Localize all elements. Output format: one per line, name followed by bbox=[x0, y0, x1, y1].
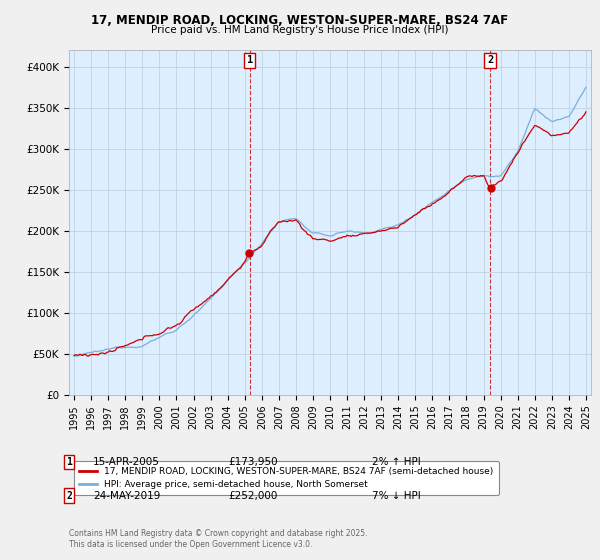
Legend: 17, MENDIP ROAD, LOCKING, WESTON-SUPER-MARE, BS24 7AF (semi-detached house), HPI: 17, MENDIP ROAD, LOCKING, WESTON-SUPER-M… bbox=[74, 461, 499, 494]
Text: 24-MAY-2019: 24-MAY-2019 bbox=[93, 491, 160, 501]
Text: 15-APR-2005: 15-APR-2005 bbox=[93, 457, 160, 467]
Text: 17, MENDIP ROAD, LOCKING, WESTON-SUPER-MARE, BS24 7AF: 17, MENDIP ROAD, LOCKING, WESTON-SUPER-M… bbox=[91, 14, 509, 27]
Text: £173,950: £173,950 bbox=[228, 457, 278, 467]
Text: £252,000: £252,000 bbox=[228, 491, 277, 501]
Text: Contains HM Land Registry data © Crown copyright and database right 2025.
This d: Contains HM Land Registry data © Crown c… bbox=[69, 529, 367, 549]
Text: 7% ↓ HPI: 7% ↓ HPI bbox=[372, 491, 421, 501]
Text: 1: 1 bbox=[247, 55, 253, 66]
Text: Price paid vs. HM Land Registry's House Price Index (HPI): Price paid vs. HM Land Registry's House … bbox=[151, 25, 449, 35]
Text: 2: 2 bbox=[66, 491, 72, 501]
Text: 2% ↑ HPI: 2% ↑ HPI bbox=[372, 457, 421, 467]
Text: 2: 2 bbox=[487, 55, 493, 66]
Text: 1: 1 bbox=[66, 457, 72, 467]
